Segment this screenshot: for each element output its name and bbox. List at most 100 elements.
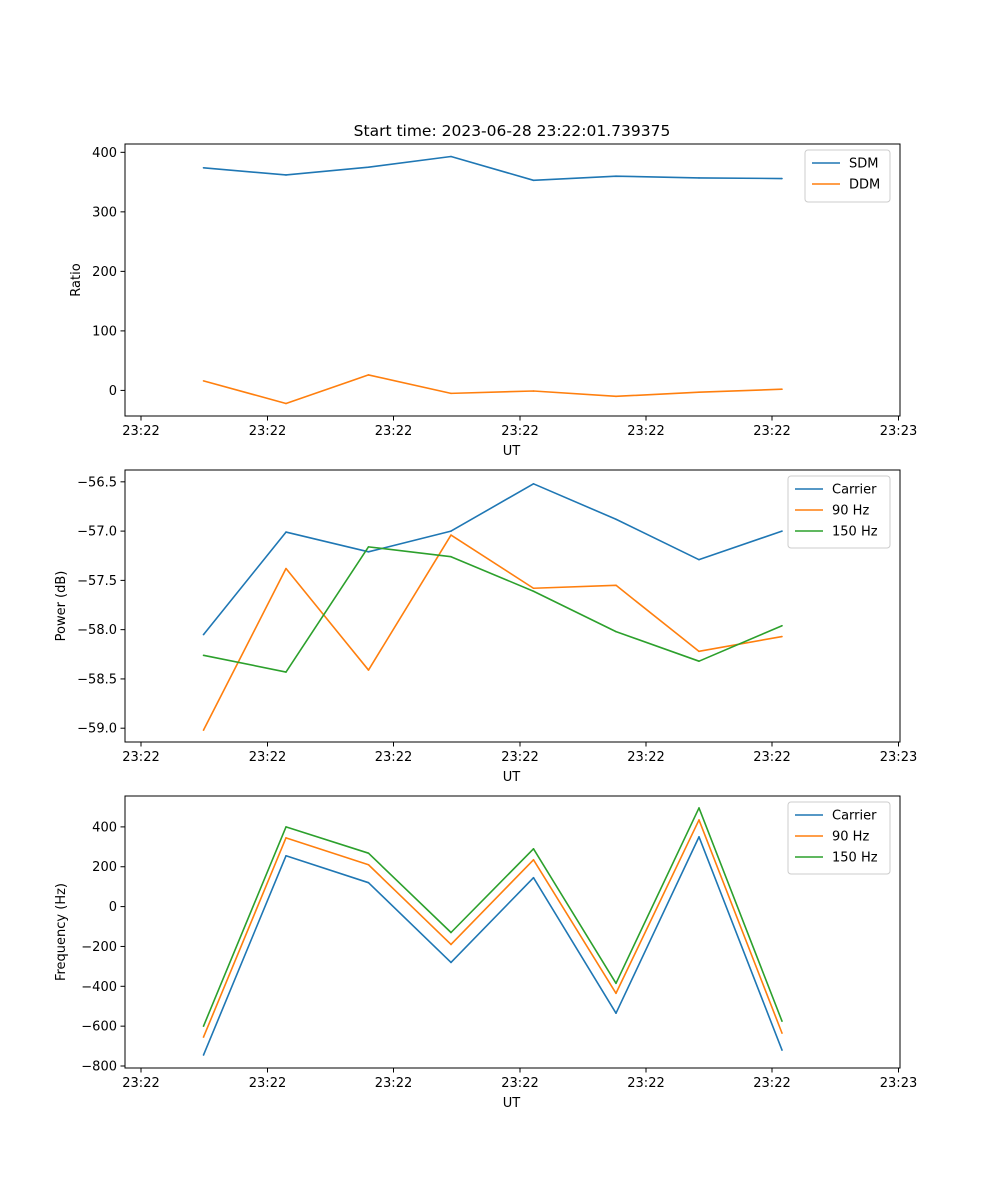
data-point <box>450 555 452 558</box>
data-point <box>698 177 700 179</box>
data-point <box>285 174 287 176</box>
data-point <box>202 1025 205 1027</box>
data-point <box>698 650 700 653</box>
data-point <box>532 848 535 850</box>
series-line-ddm <box>203 374 783 405</box>
y-tick-label: −800 <box>81 1060 117 1075</box>
data-point <box>367 166 370 169</box>
data-point <box>615 982 617 985</box>
data-point <box>285 402 287 405</box>
x-tick-label: 23:22 <box>627 424 664 439</box>
y-axis-label: Ratio <box>69 263 84 296</box>
legend-label: Carrier <box>832 809 877 824</box>
x-axis-label: UT <box>503 1096 521 1111</box>
series-line-carrier <box>202 482 783 636</box>
axes-frame <box>124 143 901 417</box>
x-tick-label: 23:22 <box>627 1076 664 1091</box>
chart-panel-2: 23:22 23:22 23:22 23:22 23:22 23:22 23:23 −59.0… <box>54 469 917 785</box>
data-point <box>615 992 617 995</box>
legend: Carrier 90 Hz 150 Hz <box>787 475 891 549</box>
data-point <box>532 858 535 861</box>
figure-title: Start time: 2023-06-28 23:22:01.739375 <box>354 122 671 140</box>
y-tick-label: −58.0 <box>77 623 117 638</box>
y-tick-label: 200 <box>92 860 117 875</box>
data-point <box>781 177 783 180</box>
chart-panel-1: 23:22 23:22 23:22 23:22 23:22 23:22 23:23 0 100 2… <box>69 143 917 459</box>
x-tick-label: 23:22 <box>501 1076 538 1091</box>
x-tick-label: 23:23 <box>880 1076 917 1091</box>
legend-label: 150 Hz <box>832 525 878 540</box>
y-tick-label: 100 <box>92 324 117 339</box>
data-point <box>781 388 783 391</box>
data-point <box>285 854 287 857</box>
data-point <box>781 530 783 532</box>
data-point <box>698 836 700 838</box>
y-tick-label: −400 <box>81 980 117 995</box>
y-tick-label: −200 <box>81 940 117 955</box>
data-point <box>450 961 452 964</box>
y-tick-label: 200 <box>92 265 117 280</box>
x-tick-label: 23:22 <box>501 424 538 439</box>
data-point <box>285 837 287 839</box>
y-tick-label: −600 <box>81 1020 117 1035</box>
x-tick-label: 23:22 <box>627 750 664 765</box>
data-point <box>285 531 287 533</box>
data-point <box>202 1054 205 1056</box>
x-tick-label: 23:22 <box>501 750 538 765</box>
data-point <box>532 179 535 182</box>
axes-frame <box>124 469 901 743</box>
data-point <box>367 863 370 866</box>
data-point <box>202 654 205 657</box>
data-point <box>532 587 535 590</box>
y-tick-label: 400 <box>92 820 117 835</box>
y-axis-label: Power (dB) <box>54 571 69 642</box>
data-point <box>367 546 370 548</box>
x-tick-label: 23:22 <box>122 1076 159 1091</box>
data-point <box>698 807 700 809</box>
series-line-90-hz <box>202 534 783 731</box>
x-tick-label: 23:22 <box>753 424 790 439</box>
data-point <box>285 826 287 828</box>
data-point <box>615 175 617 177</box>
data-point <box>450 530 452 532</box>
y-tick-label: −58.5 <box>77 672 117 687</box>
data-point <box>367 669 370 671</box>
y-tick-label: 0 <box>109 384 117 399</box>
data-point <box>450 943 452 946</box>
data-point <box>202 380 205 382</box>
data-point <box>202 167 205 169</box>
data-point <box>615 584 617 587</box>
y-tick-label: 400 <box>92 146 117 161</box>
data-point <box>698 391 700 393</box>
legend-label: 150 Hz <box>832 851 878 866</box>
data-point <box>202 1036 205 1038</box>
x-tick-label: 23:22 <box>249 1076 286 1091</box>
data-point <box>781 1049 783 1051</box>
data-point <box>532 483 535 485</box>
data-point <box>202 729 205 731</box>
data-point <box>781 624 783 627</box>
chart-panel-3: 23:22 23:22 23:22 23:22 23:22 23:22 23:23 −800 −… <box>54 795 917 1111</box>
y-tick-label: −56.5 <box>77 475 117 490</box>
data-point <box>698 558 700 561</box>
legend: Carrier 90 Hz 150 Hz <box>787 801 891 875</box>
data-point <box>698 819 700 821</box>
x-tick-label: 23:22 <box>375 750 412 765</box>
legend-label: 90 Hz <box>832 504 869 519</box>
series-line-150-hz <box>202 807 783 1027</box>
data-point <box>615 1012 617 1014</box>
data-point <box>781 1020 783 1022</box>
data-point <box>698 660 700 662</box>
data-point <box>615 518 617 521</box>
x-tick-label: 23:22 <box>375 1076 412 1091</box>
legend-label: 90 Hz <box>832 830 869 845</box>
x-tick-label: 23:22 <box>122 424 159 439</box>
x-tick-label: 23:22 <box>249 750 286 765</box>
legend: SDM DDM <box>804 149 891 203</box>
y-tick-label: −57.0 <box>77 525 117 540</box>
x-tick-label: 23:23 <box>880 750 917 765</box>
y-tick-label: 0 <box>109 900 117 915</box>
legend-label: DDM <box>849 178 880 193</box>
data-point <box>450 155 452 158</box>
